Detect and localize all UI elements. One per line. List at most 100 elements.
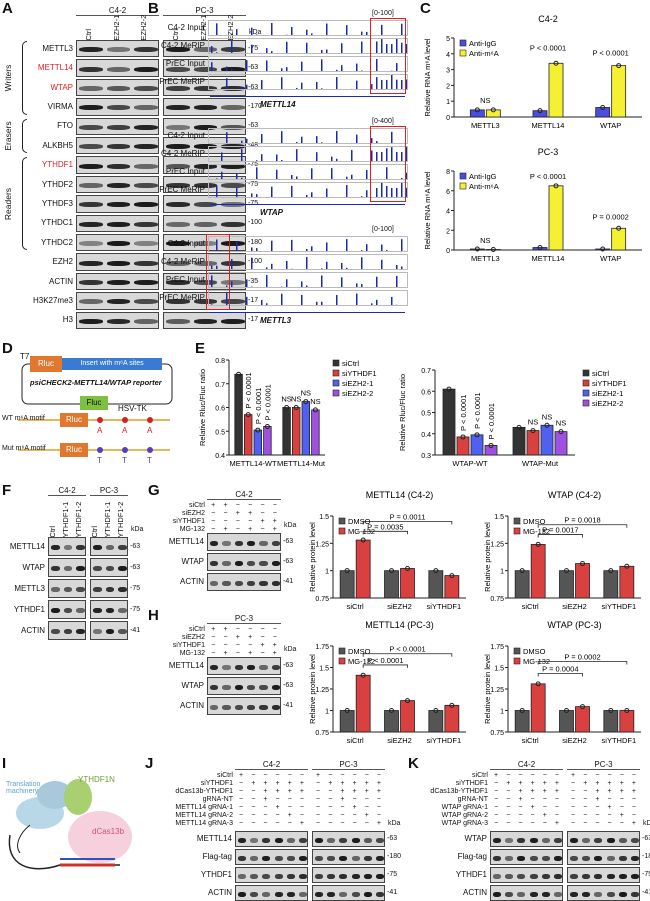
coverage-peak bbox=[266, 267, 268, 270]
condition-mark: − bbox=[271, 510, 279, 517]
condition-mark: + bbox=[246, 526, 254, 533]
condition-mark: + bbox=[246, 634, 254, 641]
bar bbox=[541, 425, 553, 455]
coverage-peak bbox=[351, 89, 353, 90]
p-value-annotation: P < 0.0001 bbox=[459, 395, 468, 431]
coverage-peak bbox=[396, 276, 398, 288]
coverage-peak bbox=[336, 159, 338, 162]
coverage-peak bbox=[256, 34, 258, 36]
y-axis-label: Relative protein level bbox=[483, 654, 492, 724]
kda-header: kDa bbox=[284, 646, 296, 653]
band bbox=[272, 705, 280, 710]
coverage-peak bbox=[226, 161, 228, 162]
condition-label: siYTHDF1 bbox=[201, 780, 233, 787]
condition-mark: − bbox=[569, 788, 577, 795]
chart-title: WTAP (C4-2) bbox=[548, 490, 601, 500]
track-label: PrEC Input bbox=[150, 59, 205, 68]
group-label: PC-3 bbox=[567, 760, 640, 770]
coverage-peak bbox=[251, 247, 253, 252]
coverage-peak bbox=[341, 263, 343, 270]
bar bbox=[356, 540, 370, 598]
band bbox=[76, 587, 85, 592]
condition-mark: − bbox=[351, 796, 359, 803]
band bbox=[64, 587, 73, 592]
condition-mark: + bbox=[271, 518, 279, 525]
row-label: ACTIN bbox=[463, 888, 487, 897]
coverage-peak bbox=[286, 42, 288, 54]
coverage-peak bbox=[231, 259, 233, 270]
x-tick-label: siYTHDF1 bbox=[427, 736, 462, 745]
condition-mark: − bbox=[234, 650, 242, 657]
coverage-peak bbox=[331, 197, 333, 198]
coverage-peak bbox=[336, 131, 338, 144]
band bbox=[582, 874, 590, 879]
bar bbox=[560, 571, 574, 598]
band bbox=[235, 685, 243, 690]
coverage-peak bbox=[256, 194, 258, 198]
coverage-peak bbox=[311, 192, 313, 198]
band bbox=[79, 144, 103, 149]
mut-base-3: T bbox=[147, 456, 152, 465]
track-label: PrEC MeRIP bbox=[150, 293, 205, 302]
coverage-peak bbox=[351, 143, 353, 144]
band bbox=[352, 838, 360, 843]
condition-mark: + bbox=[222, 502, 230, 509]
legend-label: siCtrl bbox=[592, 369, 609, 378]
condition-mark: + bbox=[351, 788, 359, 795]
band bbox=[107, 144, 131, 149]
band bbox=[247, 561, 255, 566]
bar bbox=[457, 437, 469, 455]
coverage-peak bbox=[271, 187, 273, 198]
condition-mark: − bbox=[234, 642, 242, 649]
y-tick-label: 0.3 bbox=[421, 453, 431, 460]
p-value-annotation: P = 0.0002 bbox=[592, 212, 628, 221]
blot-strip bbox=[235, 849, 308, 865]
coverage-peak bbox=[286, 279, 288, 288]
coverage-peak bbox=[401, 266, 403, 270]
band bbox=[79, 183, 103, 188]
coverage-peak bbox=[236, 173, 238, 180]
condition-mark: + bbox=[516, 796, 524, 803]
band bbox=[107, 164, 131, 169]
coverage-peak bbox=[301, 83, 303, 90]
band bbox=[93, 629, 102, 634]
coverage-peak bbox=[406, 173, 408, 180]
condition-mark: − bbox=[630, 796, 638, 803]
bar bbox=[527, 431, 539, 455]
condition-label: siYTHDF1 bbox=[173, 518, 205, 525]
coverage-peak bbox=[236, 187, 238, 198]
chart-title: PC-3 bbox=[538, 147, 559, 157]
row-label: METTL14 bbox=[38, 63, 73, 72]
band bbox=[107, 183, 131, 188]
row-label: YTHDF1 bbox=[14, 605, 45, 614]
band bbox=[299, 838, 307, 843]
coverage-peak bbox=[311, 33, 313, 36]
x-tick-label: WTAP-WT bbox=[452, 459, 488, 468]
band bbox=[259, 581, 267, 586]
coverage-peak bbox=[286, 35, 288, 36]
coverage-peak bbox=[306, 30, 308, 36]
coverage-peak bbox=[266, 48, 268, 54]
condition-mark: − bbox=[375, 812, 383, 819]
condition-mark: − bbox=[606, 772, 614, 779]
reporter-name: psiCHECK2-METTL14/WTAP reporter bbox=[30, 378, 162, 387]
coverage-peak bbox=[231, 34, 233, 36]
condition-mark: − bbox=[246, 518, 254, 525]
coverage-peak bbox=[326, 188, 328, 198]
track-range: [0-400] bbox=[372, 118, 394, 125]
condition-mark: + bbox=[261, 780, 269, 787]
bar bbox=[340, 571, 354, 598]
band bbox=[272, 665, 280, 670]
condition-mark: − bbox=[259, 502, 267, 509]
band bbox=[79, 280, 103, 285]
gene-model bbox=[210, 204, 405, 205]
legend-swatch bbox=[583, 380, 589, 386]
condition-mark: + bbox=[274, 804, 282, 811]
band bbox=[235, 705, 243, 710]
condition-mark: + bbox=[234, 510, 242, 517]
coverage-peak bbox=[291, 186, 293, 198]
condition-mark: − bbox=[618, 772, 626, 779]
band bbox=[247, 685, 255, 690]
coverage-peak bbox=[266, 143, 268, 144]
